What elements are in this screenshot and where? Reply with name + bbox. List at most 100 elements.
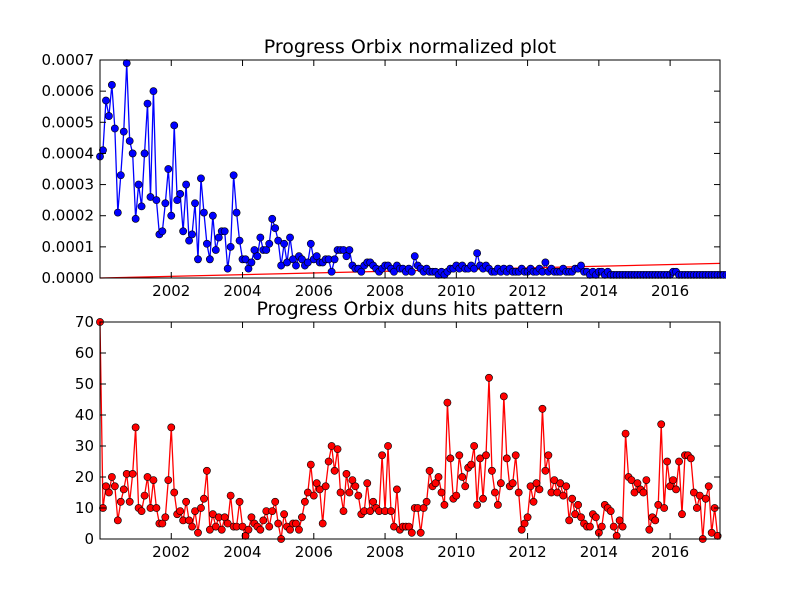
bottom-plot-point — [577, 513, 585, 522]
top-plot-point — [211, 246, 220, 254]
top-plot-y-tick-label: 0.0002 — [42, 207, 95, 225]
top-plot-y-tick-label: 0.0004 — [42, 144, 95, 162]
bottom-plot-point — [170, 488, 179, 497]
bottom-plot-point — [678, 510, 686, 519]
bottom-plot-point — [295, 525, 303, 534]
bottom-plot-y-tick-label: 60 — [75, 344, 94, 362]
bottom-plot-point — [532, 479, 541, 488]
top-plot-point — [223, 264, 232, 273]
top-plot-point — [176, 190, 185, 198]
bottom-plot-point — [280, 510, 288, 519]
bottom-plot-point — [675, 457, 683, 466]
bottom-plot-point — [663, 457, 672, 466]
bottom-plot-point — [713, 532, 722, 540]
top-plot-x-tick-label: 2004 — [223, 282, 261, 300]
top-plot-point — [280, 239, 288, 248]
bottom-plot-point — [704, 482, 713, 491]
bottom-plot-ticks: 2002 2004 2006 2008 2010 2012 2014 2016 0 10 20 30 4… — [75, 313, 720, 561]
bottom-plot-point — [562, 482, 571, 491]
top-plot-point — [407, 267, 416, 276]
bottom-plot-point — [119, 485, 128, 494]
bottom-plot-point — [241, 532, 250, 540]
bottom-plot-point — [363, 479, 372, 488]
bottom-plot-point — [200, 494, 208, 503]
top-plot-x-tick-label: 2016 — [651, 282, 689, 300]
top-plot-point — [342, 252, 351, 261]
bottom-plot-x-tick-label: 2006 — [295, 543, 333, 561]
top-plot-point — [410, 252, 419, 261]
bottom-plot-point — [404, 522, 413, 531]
bottom-plot-x-tick-label: 2014 — [580, 543, 618, 561]
bottom-plot-point — [633, 479, 642, 488]
top-plot-y-tick-label: 0.0006 — [42, 82, 95, 100]
bottom-plot-point — [692, 504, 701, 512]
bottom-plot-y-tick-label: 10 — [75, 499, 94, 517]
top-plot-point — [722, 271, 726, 279]
bottom-plot-point — [612, 532, 621, 540]
top-plot-point — [247, 258, 256, 267]
bottom-plot-point — [259, 516, 268, 525]
top-plot-title: Progress Orbix normalized plot — [264, 36, 557, 58]
bottom-plot-point — [300, 497, 309, 506]
top-plot-point — [208, 211, 217, 220]
bottom-plot-point — [574, 500, 582, 509]
top-plot-point — [232, 208, 241, 217]
bottom-plot-point — [298, 513, 306, 522]
top-plot-point — [241, 255, 250, 264]
bottom-plot-point — [265, 522, 274, 531]
bottom-plot-point — [306, 460, 315, 469]
top-plot-x-tick-label: 2006 — [295, 282, 333, 300]
top-plot-point — [312, 252, 321, 261]
bottom-plot-point — [407, 528, 416, 537]
bottom-plot-point — [202, 466, 211, 475]
bottom-plot-x-tick-label: 2002 — [152, 543, 190, 561]
bottom-plot-point — [669, 476, 677, 484]
bottom-plot-point — [479, 494, 487, 503]
top-plot-point — [286, 233, 294, 242]
bottom-plot-point — [164, 476, 173, 484]
bottom-plot-point — [342, 469, 351, 478]
top-plot-point — [253, 252, 262, 261]
top-plot-y-tick-label: 0.0007 — [42, 51, 95, 69]
bottom-plot-point — [642, 476, 651, 484]
top-plot-point — [244, 264, 253, 273]
top-plot-point — [182, 180, 191, 189]
bottom-plot-title: Progress Orbix duns hits pattern — [256, 298, 563, 320]
top-plot-point — [185, 236, 193, 245]
bottom-plot-point — [496, 479, 505, 488]
bottom-plot-point — [511, 451, 520, 460]
bottom-plot-point — [125, 497, 134, 506]
bottom-plot-point — [333, 445, 342, 453]
bottom-plot-point — [217, 525, 226, 534]
bottom-plot-point — [348, 476, 357, 484]
bottom-plot-point — [499, 392, 508, 401]
bottom-plot-point — [535, 485, 544, 494]
bottom-plot-point — [687, 454, 695, 463]
top-plot-point — [306, 239, 315, 248]
top-plot-point — [345, 246, 354, 254]
top-plot-point — [473, 249, 482, 257]
top-plot-point — [229, 171, 238, 180]
bottom-plot-point — [597, 522, 606, 531]
top-plot-point — [105, 112, 113, 120]
bottom-plot-point — [197, 504, 205, 512]
bottom-plot-point — [194, 528, 202, 537]
bottom-plot-x-tick-label: 2004 — [223, 543, 261, 561]
top-plot-point — [102, 96, 110, 105]
top-plot-point — [188, 230, 196, 239]
bottom-plot-point — [455, 451, 464, 460]
bottom-plot-point — [244, 525, 253, 534]
bottom-plot-point — [565, 516, 574, 525]
top-plot-point — [179, 227, 188, 236]
top-plot-point — [250, 246, 259, 254]
bottom-plot-point — [167, 423, 176, 432]
top-plot-point — [119, 127, 128, 136]
bottom-plot-point — [107, 473, 116, 481]
top-plot-point — [140, 149, 149, 158]
top-plot-point — [205, 255, 214, 264]
bottom-plot-x-tick-label: 2012 — [508, 543, 546, 561]
top-plot-point — [262, 246, 271, 254]
top-plot-point — [202, 239, 211, 248]
bottom-plot-point — [185, 516, 193, 525]
bottom-plot-point — [473, 500, 482, 509]
